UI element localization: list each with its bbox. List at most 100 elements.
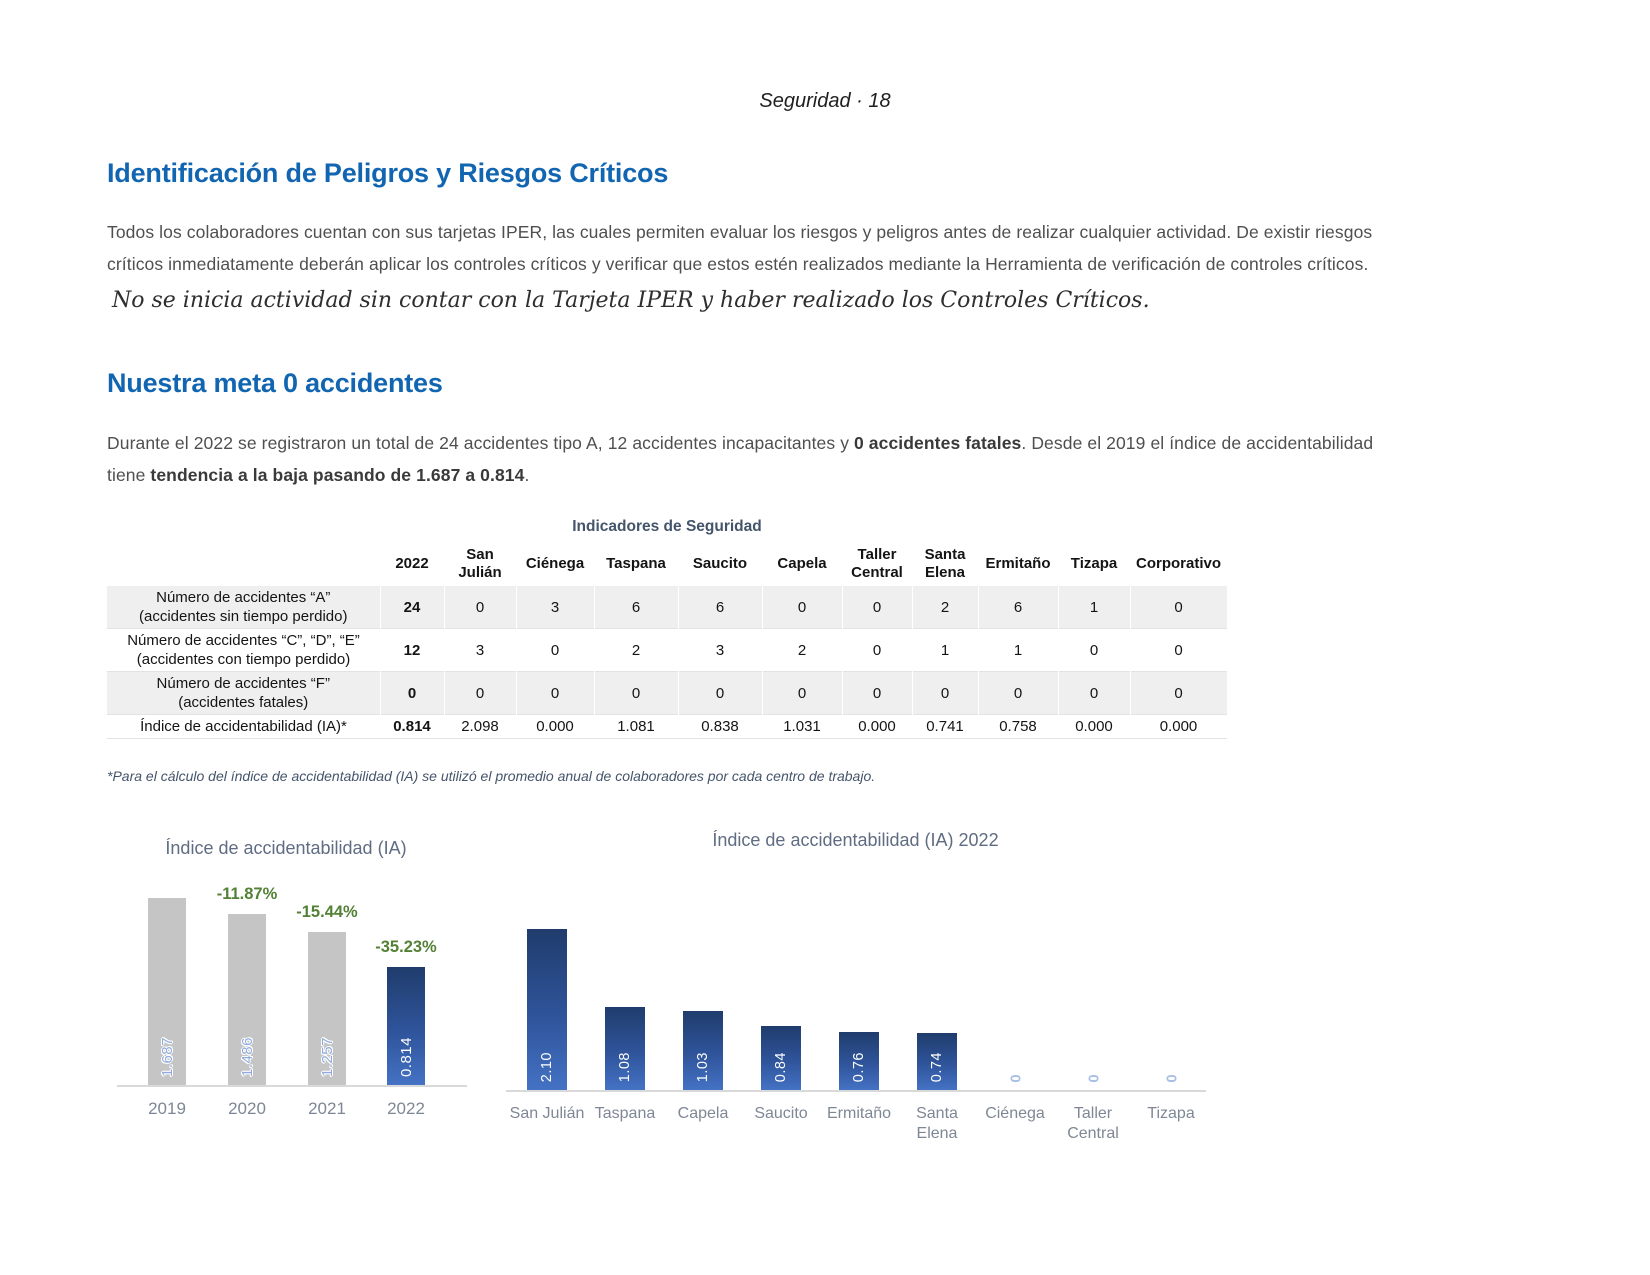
chart-ia-by-site-title: Índice de accidentabilidad (IA) 2022 [712, 830, 999, 850]
category-label: Santa Elena [916, 1105, 958, 1142]
table-cell: 0.838 [701, 718, 739, 735]
table-cell: 1 [1058, 586, 1131, 629]
column-header: Taller Central [851, 546, 903, 581]
category-label: Ciénega [985, 1105, 1045, 1122]
table-cell: 24 [380, 586, 445, 629]
table-cell: 0 [762, 671, 843, 715]
meta-bold-tendencia: tendencia a la baja pasando de 1.687 a 0… [150, 465, 525, 485]
category-label: Taller Central [1067, 1105, 1119, 1142]
bar-2020: 1.486 [228, 914, 266, 1085]
bar-value-label-wrap: 1.03 [683, 1052, 723, 1082]
table-cell: 0.000 [536, 718, 574, 735]
table-cell: 0 [444, 671, 517, 715]
change-percent-label: -11.87% [216, 885, 278, 903]
bar-value-label: 0.814 [397, 1036, 415, 1077]
table-header-row: 2022 San Julián Ciénega Taspana Saucito Capel… [107, 542, 1227, 586]
bar-value-label-wrap: 0.74 [917, 1052, 957, 1082]
bar-value-label-wrap: 1.08 [605, 1052, 645, 1082]
category-label: Ermitaño [826, 1105, 892, 1122]
chart-ia-by-year: Índice de accidentabilidad (IA) 1.687 201… [105, 838, 467, 1138]
category-label: Saucito [754, 1105, 808, 1122]
bar-value-label-wrap: 2.10 [527, 1052, 567, 1082]
table-cell: 0 [594, 671, 679, 715]
meta-bold-fatales: 0 accidentes fatales [854, 433, 1022, 453]
page-header: Seguridad · 18 [0, 90, 1650, 113]
paragraph-meta: Durante el 2022 se registraron un total … [107, 427, 1557, 491]
table-footnote: *Para el cálculo del índice de accidenta… [107, 768, 876, 784]
row-label: Número de accidentes “F” (accidentes fata… [107, 671, 381, 715]
table-cell: 3 [475, 641, 485, 659]
table-cell: 0 [842, 586, 913, 629]
category-label: San Julián [509, 1105, 585, 1122]
table-cell: 12 [403, 641, 421, 659]
table-cell: 0 [678, 671, 763, 715]
bar-Santa Elena: 0.74 [917, 1033, 957, 1090]
category-label: 2020 [228, 1099, 266, 1118]
table-cell: 0 [1130, 586, 1228, 629]
table-cell: 6 [594, 586, 679, 629]
chart-ia-by-site-plot: 2.10 San Julián 1.08 Taspana 1.03 Capela 0.84 S… [506, 890, 1206, 1142]
table-cell: 2 [797, 641, 807, 659]
table-cell: 0 [1058, 671, 1131, 715]
table-cell: 1.081 [617, 718, 655, 735]
paragraph-iper: Todos los colaboradores cuentan con sus … [107, 216, 1557, 280]
bar-2022: 0.814 [387, 967, 425, 1085]
bar-value-label: 1.08 [617, 1051, 633, 1082]
chart-ia-by-year-title: Índice de accidentabilidad (IA) [165, 838, 407, 858]
section-title-identificacion: Identificación de Peligros y Riesgos Crí… [107, 158, 669, 188]
bar-Taspana: 1.08 [605, 1007, 645, 1090]
table-head: 2022 San Julián Ciénega Taspana Saucito Capel… [107, 542, 1227, 586]
row-label: Índice de accidentabilidad (IA)* [140, 718, 347, 735]
table-row: Número de accidentes “F” (accidentes fata… [107, 671, 1228, 715]
row-label: Número de accidentes “A” (accidentes sin … [107, 586, 381, 629]
chart-ia-by-site: Índice de accidentabilidad (IA) 2022 2.1… [498, 830, 1213, 1150]
table-cell: 3 [516, 586, 595, 629]
meta-text: tiene [107, 465, 151, 485]
table-cell: 0 [872, 641, 882, 659]
change-percent-label: -35.23% [375, 938, 437, 956]
table-cell: 1.031 [783, 718, 821, 735]
table-cell: 0 [978, 671, 1059, 715]
table-cell: 0 [762, 586, 843, 629]
section-title-meta: Nuestra meta 0 accidentes [107, 368, 443, 398]
category-label: Taspana [594, 1105, 656, 1122]
paragraph-iper-line1: Todos los colaboradores cuentan con sus … [107, 222, 1373, 242]
bar-2021: 1.257 [308, 932, 346, 1085]
category-label: Capela [677, 1105, 729, 1122]
bar-San Julián: 2.10 [527, 929, 567, 1090]
table-cell: 0.758 [999, 718, 1037, 735]
bar-2019: 1.687 [148, 898, 186, 1085]
table-cell: 6 [678, 586, 763, 629]
bar-value-label: 1.687 [158, 1036, 176, 1077]
change-percent-label: -15.44% [296, 903, 358, 921]
paragraph-meta-line2: tiene tendencia a la baja pasando de 1.6… [107, 459, 1557, 491]
table-corner-cell [107, 542, 380, 586]
bar-value-label: 0.74 [929, 1051, 945, 1082]
page-number: Seguridad · 18 [759, 90, 891, 112]
table-cell: 0.000 [1075, 718, 1113, 735]
table-cell: 0 [380, 671, 445, 715]
table-cell: 0 [516, 671, 595, 715]
category-label: Tizapa [1147, 1105, 1195, 1122]
table-cell: 2.098 [461, 718, 499, 735]
bar-value-label-wrap: 0.76 [839, 1052, 879, 1082]
table-cell: 0.000 [858, 718, 896, 735]
zero-value-icon: 0 [1006, 1074, 1024, 1083]
table-cell: 0 [842, 671, 913, 715]
x-axis-line [117, 1085, 467, 1087]
table-cell: 2 [912, 586, 979, 629]
bar-value-label: 0.84 [773, 1051, 789, 1082]
table-cell: 0 [550, 641, 560, 659]
table-cell: 0.741 [926, 718, 964, 735]
quote-iper: No se inicia actividad sin contar con la… [112, 288, 1150, 313]
category-label: 2019 [148, 1099, 186, 1118]
column-header: Capela [777, 555, 827, 572]
bar-Capela: 1.03 [683, 1011, 723, 1090]
bar-value-label-wrap: 1.486 [228, 1037, 266, 1077]
bar-value-label: 1.486 [238, 1036, 256, 1077]
bar-Saucito: 0.84 [761, 1026, 801, 1090]
column-header: Tizapa [1070, 555, 1118, 572]
table-cell: 2 [631, 641, 641, 659]
indicators-table: 2022 San Julián Ciénega Taspana Saucito Capel… [107, 542, 1228, 739]
column-header: Ciénega [525, 555, 585, 572]
